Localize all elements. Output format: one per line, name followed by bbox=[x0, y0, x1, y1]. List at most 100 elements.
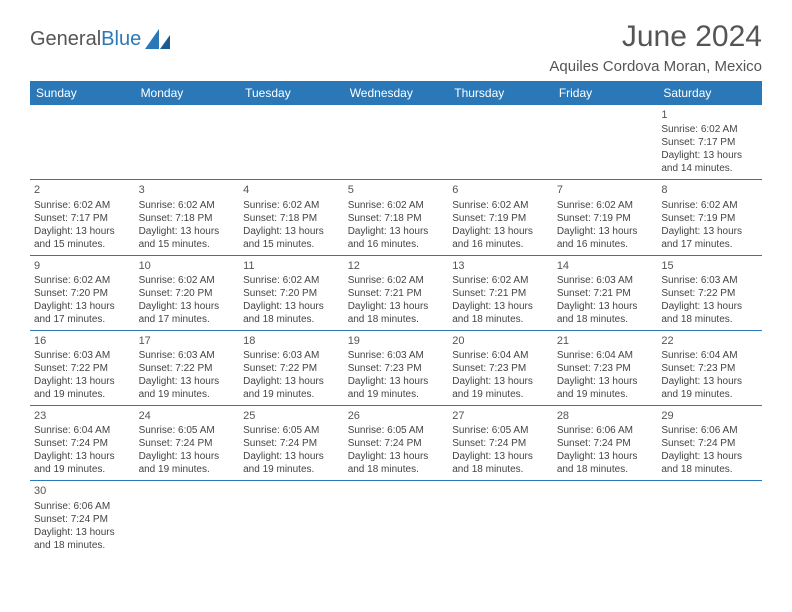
day-number: 21 bbox=[557, 334, 654, 348]
daylight-text: and 14 minutes. bbox=[661, 162, 758, 175]
daylight-text: Daylight: 13 hours bbox=[139, 375, 236, 388]
calendar-cell-empty bbox=[239, 481, 344, 556]
daylight-text: and 19 minutes. bbox=[557, 388, 654, 401]
sunset-text: Sunset: 7:23 PM bbox=[557, 362, 654, 375]
calendar-cell: 21Sunrise: 6:04 AMSunset: 7:23 PMDayligh… bbox=[553, 330, 658, 405]
day-number: 3 bbox=[139, 183, 236, 197]
daylight-text: Daylight: 13 hours bbox=[557, 375, 654, 388]
daylight-text: Daylight: 13 hours bbox=[452, 375, 549, 388]
sunset-text: Sunset: 7:23 PM bbox=[348, 362, 445, 375]
calendar-week-row: 30Sunrise: 6:06 AMSunset: 7:24 PMDayligh… bbox=[30, 481, 762, 556]
daylight-text: and 18 minutes. bbox=[34, 539, 131, 552]
sunrise-text: Sunrise: 6:06 AM bbox=[34, 500, 131, 513]
daylight-text: and 15 minutes. bbox=[139, 238, 236, 251]
calendar-cell: 24Sunrise: 6:05 AMSunset: 7:24 PMDayligh… bbox=[135, 406, 240, 481]
sunset-text: Sunset: 7:18 PM bbox=[348, 212, 445, 225]
sunrise-text: Sunrise: 6:02 AM bbox=[348, 199, 445, 212]
sunset-text: Sunset: 7:22 PM bbox=[661, 287, 758, 300]
calendar-cell: 23Sunrise: 6:04 AMSunset: 7:24 PMDayligh… bbox=[30, 406, 135, 481]
daylight-text: Daylight: 13 hours bbox=[139, 450, 236, 463]
daylight-text: and 17 minutes. bbox=[661, 238, 758, 251]
sunset-text: Sunset: 7:24 PM bbox=[661, 437, 758, 450]
calendar-table: SundayMondayTuesdayWednesdayThursdayFrid… bbox=[30, 81, 762, 556]
sunset-text: Sunset: 7:24 PM bbox=[452, 437, 549, 450]
sunrise-text: Sunrise: 6:03 AM bbox=[34, 349, 131, 362]
weekday-header-row: SundayMondayTuesdayWednesdayThursdayFrid… bbox=[30, 81, 762, 105]
sunrise-text: Sunrise: 6:05 AM bbox=[243, 424, 340, 437]
calendar-cell: 5Sunrise: 6:02 AMSunset: 7:18 PMDaylight… bbox=[344, 180, 449, 255]
calendar-cell: 18Sunrise: 6:03 AMSunset: 7:22 PMDayligh… bbox=[239, 330, 344, 405]
daylight-text: and 18 minutes. bbox=[661, 463, 758, 476]
calendar-cell: 12Sunrise: 6:02 AMSunset: 7:21 PMDayligh… bbox=[344, 255, 449, 330]
daylight-text: Daylight: 13 hours bbox=[452, 300, 549, 313]
daylight-text: and 18 minutes. bbox=[348, 463, 445, 476]
daylight-text: Daylight: 13 hours bbox=[557, 225, 654, 238]
daylight-text: Daylight: 13 hours bbox=[34, 300, 131, 313]
daylight-text: and 18 minutes. bbox=[348, 313, 445, 326]
sunrise-text: Sunrise: 6:03 AM bbox=[557, 274, 654, 287]
sunrise-text: Sunrise: 6:04 AM bbox=[452, 349, 549, 362]
calendar-cell-empty bbox=[344, 481, 449, 556]
day-number: 13 bbox=[452, 259, 549, 273]
calendar-cell: 19Sunrise: 6:03 AMSunset: 7:23 PMDayligh… bbox=[344, 330, 449, 405]
logo: GeneralBlue bbox=[30, 28, 171, 51]
daylight-text: and 18 minutes. bbox=[661, 313, 758, 326]
daylight-text: Daylight: 13 hours bbox=[243, 375, 340, 388]
sunrise-text: Sunrise: 6:05 AM bbox=[348, 424, 445, 437]
sunset-text: Sunset: 7:24 PM bbox=[557, 437, 654, 450]
day-number: 17 bbox=[139, 334, 236, 348]
sunset-text: Sunset: 7:21 PM bbox=[348, 287, 445, 300]
daylight-text: Daylight: 13 hours bbox=[348, 375, 445, 388]
sunrise-text: Sunrise: 6:04 AM bbox=[557, 349, 654, 362]
daylight-text: and 19 minutes. bbox=[452, 388, 549, 401]
daylight-text: and 18 minutes. bbox=[557, 463, 654, 476]
sunset-text: Sunset: 7:22 PM bbox=[243, 362, 340, 375]
sunrise-text: Sunrise: 6:02 AM bbox=[34, 199, 131, 212]
day-number: 22 bbox=[661, 334, 758, 348]
sunrise-text: Sunrise: 6:02 AM bbox=[139, 199, 236, 212]
sunrise-text: Sunrise: 6:02 AM bbox=[661, 123, 758, 136]
sunset-text: Sunset: 7:19 PM bbox=[661, 212, 758, 225]
calendar-cell-empty bbox=[448, 105, 553, 180]
daylight-text: Daylight: 13 hours bbox=[452, 225, 549, 238]
sunset-text: Sunset: 7:22 PM bbox=[34, 362, 131, 375]
sunrise-text: Sunrise: 6:06 AM bbox=[557, 424, 654, 437]
sunrise-text: Sunrise: 6:03 AM bbox=[348, 349, 445, 362]
daylight-text: and 16 minutes. bbox=[452, 238, 549, 251]
calendar-cell: 27Sunrise: 6:05 AMSunset: 7:24 PMDayligh… bbox=[448, 406, 553, 481]
day-number: 1 bbox=[661, 108, 758, 122]
daylight-text: Daylight: 13 hours bbox=[661, 375, 758, 388]
day-number: 4 bbox=[243, 183, 340, 197]
sunset-text: Sunset: 7:18 PM bbox=[243, 212, 340, 225]
daylight-text: and 19 minutes. bbox=[243, 463, 340, 476]
calendar-cell: 4Sunrise: 6:02 AMSunset: 7:18 PMDaylight… bbox=[239, 180, 344, 255]
sunset-text: Sunset: 7:19 PM bbox=[452, 212, 549, 225]
sunrise-text: Sunrise: 6:05 AM bbox=[139, 424, 236, 437]
logo-text-2: Blue bbox=[101, 28, 141, 51]
calendar-cell: 26Sunrise: 6:05 AMSunset: 7:24 PMDayligh… bbox=[344, 406, 449, 481]
weekday-header: Tuesday bbox=[239, 81, 344, 105]
day-number: 20 bbox=[452, 334, 549, 348]
daylight-text: Daylight: 13 hours bbox=[34, 526, 131, 539]
calendar-cell-empty bbox=[553, 105, 658, 180]
daylight-text: Daylight: 13 hours bbox=[139, 300, 236, 313]
daylight-text: and 15 minutes. bbox=[243, 238, 340, 251]
day-number: 11 bbox=[243, 259, 340, 273]
logo-text-1: General bbox=[30, 28, 101, 51]
sunrise-text: Sunrise: 6:02 AM bbox=[452, 274, 549, 287]
month-title: June 2024 bbox=[549, 20, 762, 54]
weekday-header: Friday bbox=[553, 81, 658, 105]
day-number: 9 bbox=[34, 259, 131, 273]
sunset-text: Sunset: 7:24 PM bbox=[348, 437, 445, 450]
calendar-cell-empty bbox=[135, 481, 240, 556]
calendar-cell-empty bbox=[30, 105, 135, 180]
sunset-text: Sunset: 7:20 PM bbox=[243, 287, 340, 300]
weekday-header: Saturday bbox=[657, 81, 762, 105]
sunset-text: Sunset: 7:24 PM bbox=[243, 437, 340, 450]
header: GeneralBlue June 2024 Aquiles Cordova Mo… bbox=[30, 20, 762, 75]
calendar-cell: 8Sunrise: 6:02 AMSunset: 7:19 PMDaylight… bbox=[657, 180, 762, 255]
daylight-text: and 15 minutes. bbox=[34, 238, 131, 251]
day-number: 5 bbox=[348, 183, 445, 197]
daylight-text: and 16 minutes. bbox=[348, 238, 445, 251]
sunrise-text: Sunrise: 6:04 AM bbox=[661, 349, 758, 362]
